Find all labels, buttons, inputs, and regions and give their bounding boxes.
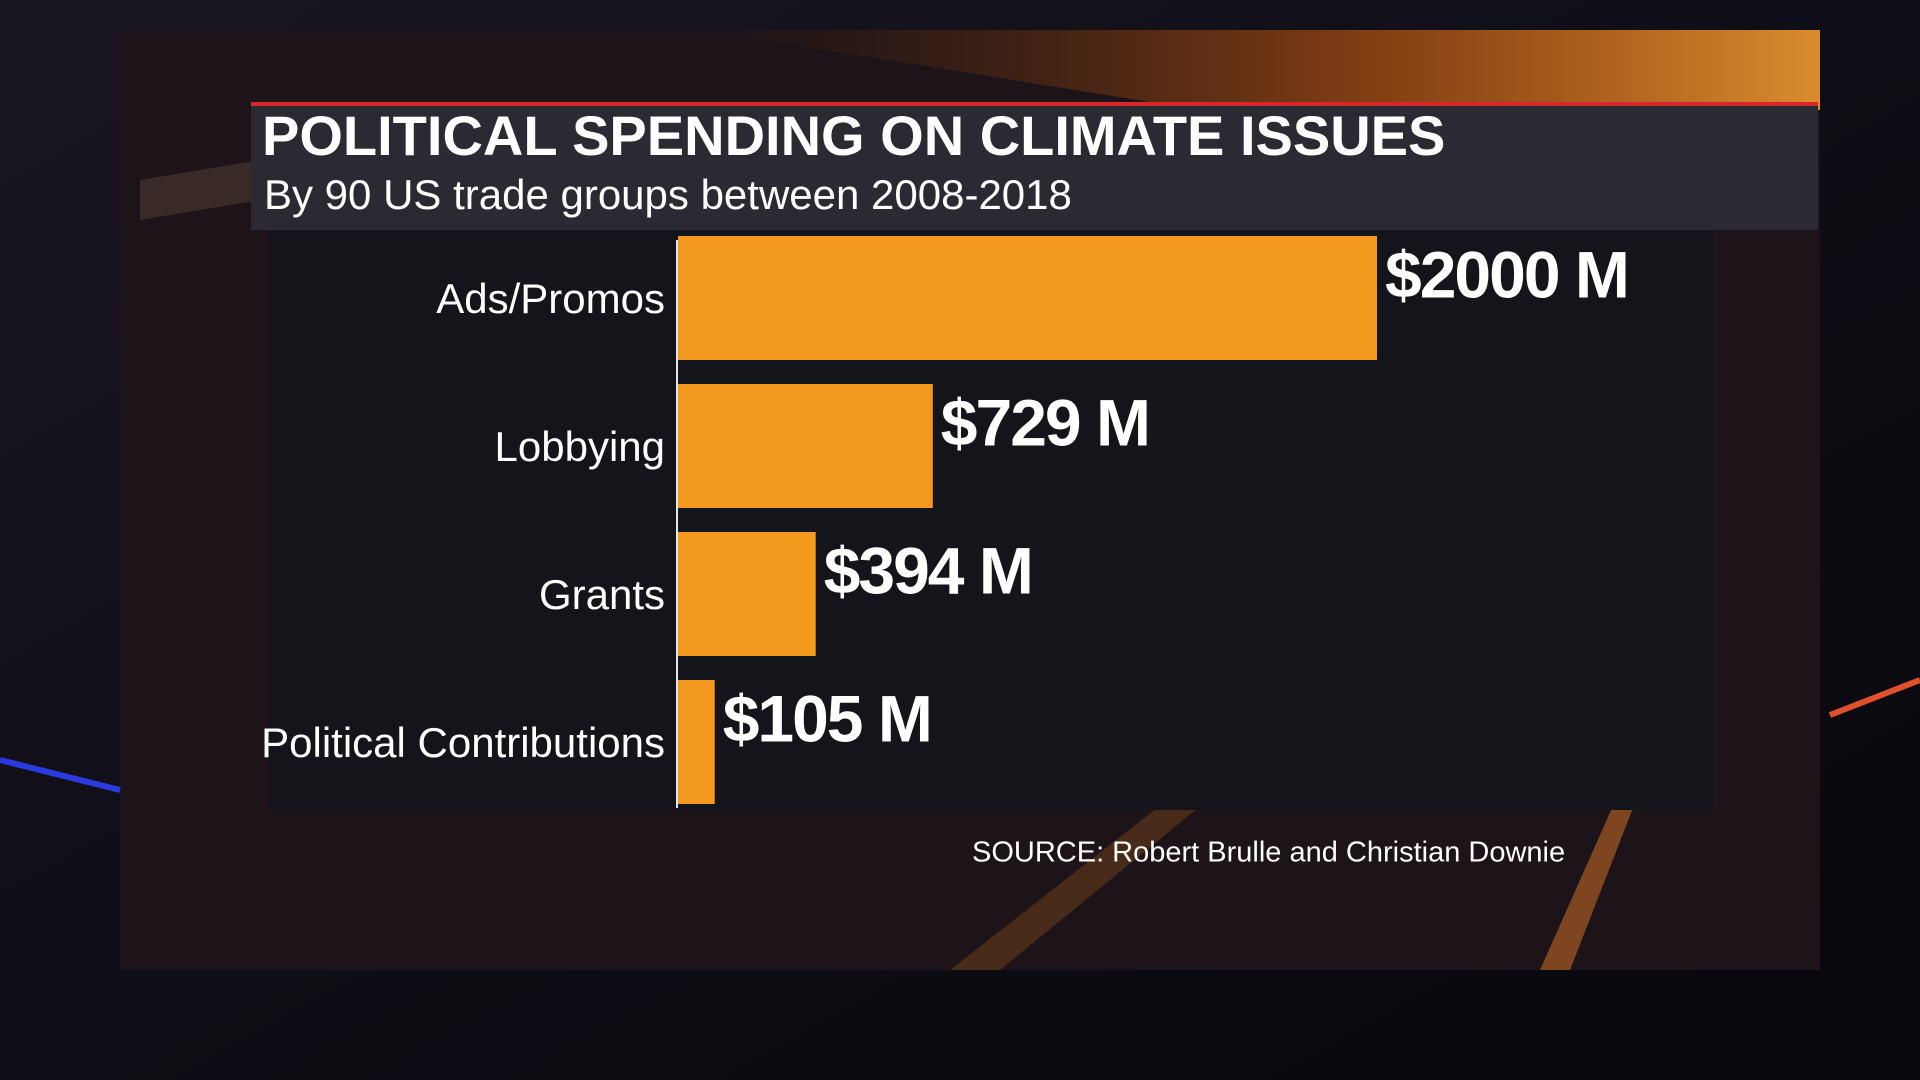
bar [678, 236, 1377, 360]
light-streak [140, 160, 260, 220]
category-label: Ads/Promos [436, 275, 665, 322]
source-note: SOURCE: Robert Brulle and Christian Down… [972, 837, 1565, 869]
orange-accent [1828, 677, 1920, 718]
value-label: $729 M [941, 385, 1149, 459]
light-streak [700, 30, 1820, 110]
value-label: $105 M [723, 681, 931, 755]
category-label: Political Contributions [261, 719, 665, 766]
light-streak [950, 790, 1220, 970]
chart-subtitle: By 90 US trade groups between 2008-2018 [264, 171, 1072, 218]
value-label: $2000 M [1385, 237, 1628, 311]
category-label: Lobbying [495, 423, 665, 470]
plot: Ads/Promos $2000 M Lobbying $729 M Grants $39… [261, 236, 1630, 804]
category-label: Grants [539, 571, 665, 618]
value-label: $394 M [824, 533, 1032, 607]
blue-accent [0, 757, 121, 793]
chart-title: POLITICAL SPENDING ON CLIMATE ISSUES [262, 104, 1445, 167]
title-rule [251, 102, 1818, 106]
bar [678, 532, 816, 656]
bar [678, 384, 933, 508]
title-panel [251, 106, 1818, 230]
bar [678, 680, 715, 804]
light-streak [1540, 790, 1640, 970]
